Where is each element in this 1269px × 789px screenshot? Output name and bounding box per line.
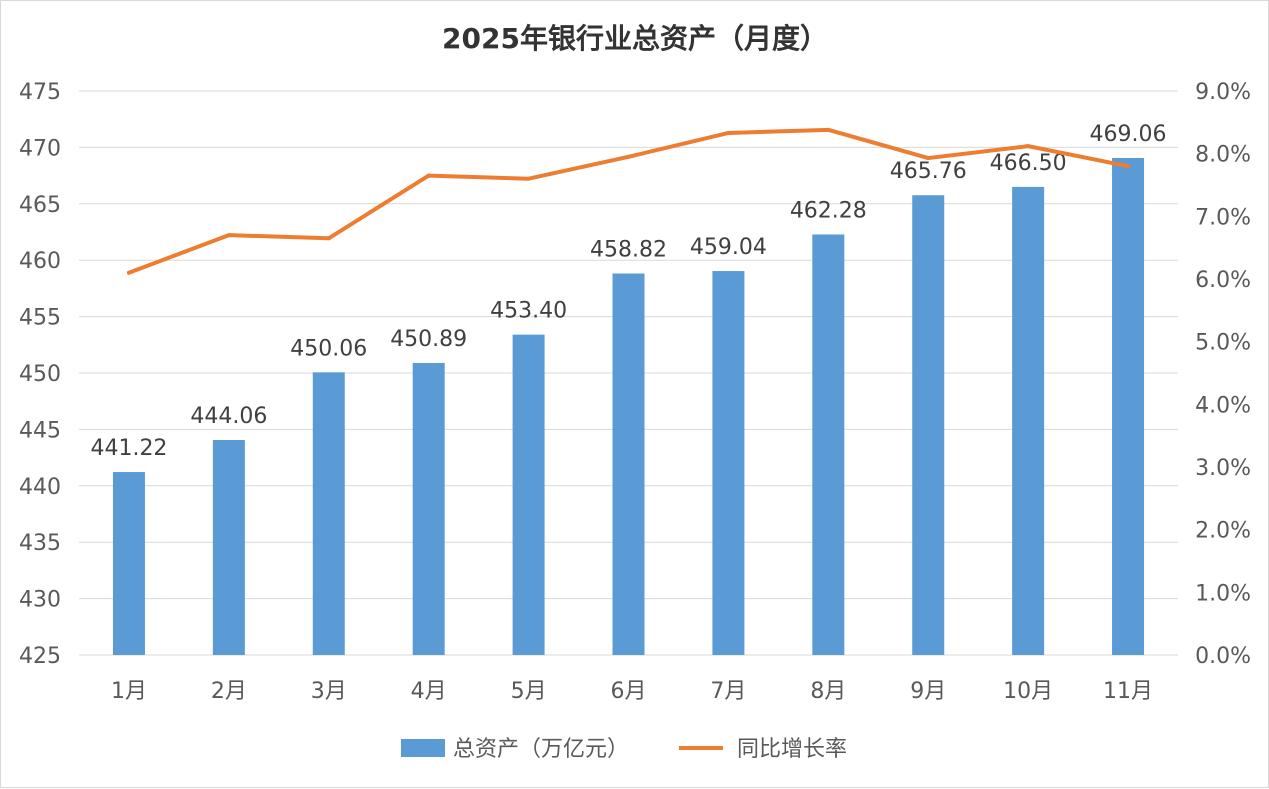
- left-axis-tick-label: 470: [19, 136, 61, 161]
- growth-rate-point: [1126, 164, 1131, 169]
- growth-rate-point: [226, 233, 231, 238]
- category-label: 3月: [311, 679, 347, 704]
- legend-line-label: 同比增长率: [737, 737, 847, 762]
- data-label: 465.76: [890, 159, 967, 184]
- category-label: 2月: [211, 679, 247, 704]
- bar: [712, 271, 745, 655]
- right-axis-ticks: 0.0% 1.0% 2.0% 3.0% 4.0% 5.0% 6.0% 7.0% 8.0% 9.0%: [1195, 80, 1251, 669]
- category-axis-labels: 1月 2月 3月 4月 5月 6月 7月 8月 9月 10月 11月: [111, 679, 1153, 704]
- left-axis-ticks: 425 430 435 440 445 450 455 460 465 470 475: [19, 80, 61, 669]
- left-axis-tick-label: 475: [19, 80, 61, 105]
- bar: [112, 472, 145, 655]
- data-label: 450.89: [390, 327, 467, 352]
- right-axis-tick-label: 1.0%: [1195, 581, 1251, 606]
- right-axis-tick-label: 5.0%: [1195, 331, 1251, 356]
- bar: [212, 440, 245, 655]
- left-axis-tick-label: 425: [19, 644, 61, 669]
- data-label: 441.22: [90, 436, 167, 461]
- right-axis-tick-label: 9.0%: [1195, 80, 1251, 105]
- category-label: 1月: [111, 679, 147, 704]
- data-label: 459.04: [690, 235, 767, 260]
- data-label: 450.06: [290, 336, 367, 361]
- left-axis-tick-label: 440: [19, 475, 61, 500]
- bar: [812, 234, 845, 655]
- bar: [1012, 186, 1045, 655]
- category-label: 11月: [1103, 679, 1153, 704]
- bar: [312, 372, 345, 655]
- growth-rate-point: [326, 236, 331, 241]
- left-axis-tick-label: 445: [19, 418, 61, 443]
- category-label: 5月: [511, 679, 547, 704]
- left-axis-tick-label: 465: [19, 193, 61, 218]
- bar-series: [112, 158, 1145, 655]
- chart-title: 2025年银行业总资产（月度）: [442, 22, 828, 55]
- data-label: 444.06: [190, 404, 267, 429]
- data-label: 453.40: [490, 299, 567, 324]
- right-axis-tick-label: 7.0%: [1195, 205, 1251, 230]
- right-axis-tick-label: 0.0%: [1195, 644, 1251, 669]
- growth-rate-point: [1026, 144, 1031, 149]
- bar: [412, 362, 445, 655]
- category-label: 7月: [710, 679, 746, 704]
- left-axis-tick-label: 430: [19, 588, 61, 613]
- growth-rate-point: [626, 154, 631, 159]
- data-labels: 441.22 444.06 450.06 450.89 453.40 458.82 459.…: [90, 122, 1166, 461]
- right-axis-tick-label: 2.0%: [1195, 519, 1251, 544]
- data-label: 469.06: [1090, 122, 1167, 147]
- bar: [512, 334, 545, 655]
- category-label: 9月: [910, 679, 946, 704]
- growth-rate-point: [526, 176, 531, 181]
- category-label: 4月: [411, 679, 447, 704]
- right-axis-tick-label: 6.0%: [1195, 268, 1251, 293]
- growth-rate-point: [726, 130, 731, 135]
- growth-rate-point: [126, 270, 131, 275]
- left-axis-tick-label: 460: [19, 249, 61, 274]
- left-axis-tick-label: 450: [19, 362, 61, 387]
- legend-bar-swatch: [401, 739, 445, 757]
- bar: [1112, 158, 1145, 655]
- legend: 总资产（万亿元） 同比增长率: [401, 737, 847, 762]
- line-series: [126, 127, 1131, 275]
- right-axis-tick-label: 4.0%: [1195, 393, 1251, 418]
- right-axis-tick-label: 3.0%: [1195, 456, 1251, 481]
- legend-bar-label: 总资产（万亿元）: [453, 737, 629, 762]
- left-axis-tick-label: 455: [19, 306, 61, 331]
- left-axis-tick-label: 435: [19, 531, 61, 556]
- bar: [912, 195, 945, 655]
- category-label: 10月: [1003, 679, 1053, 704]
- bar: [612, 273, 645, 655]
- category-label: 6月: [611, 679, 647, 704]
- data-label: 462.28: [790, 198, 867, 223]
- growth-rate-point: [926, 156, 931, 161]
- data-label: 466.50: [990, 151, 1067, 176]
- growth-rate-point: [826, 127, 831, 132]
- growth-rate-point: [426, 173, 431, 178]
- data-label: 458.82: [590, 238, 667, 263]
- right-axis-tick-label: 8.0%: [1195, 143, 1251, 168]
- category-label: 8月: [810, 679, 846, 704]
